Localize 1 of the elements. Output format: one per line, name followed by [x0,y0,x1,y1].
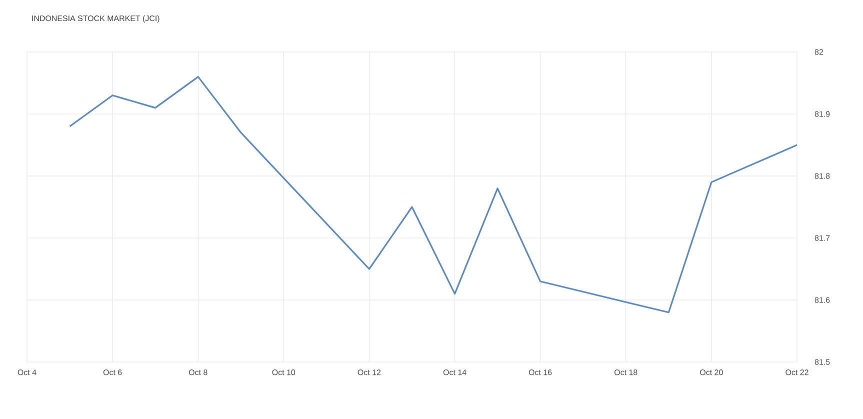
line-series [68,76,797,314]
